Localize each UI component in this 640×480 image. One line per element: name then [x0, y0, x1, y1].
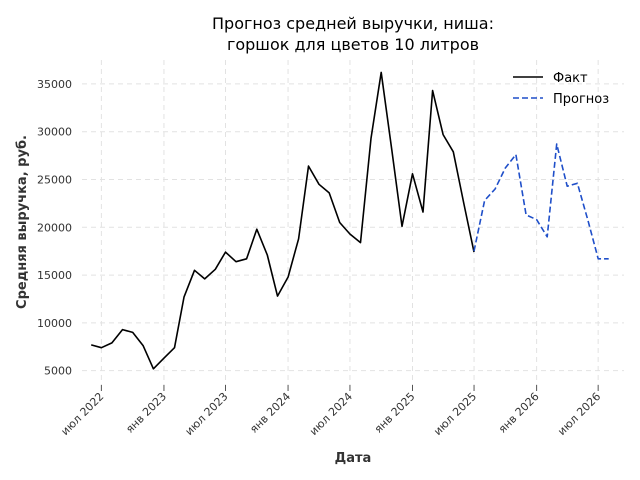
- x-axis-label: Дата: [335, 451, 372, 466]
- x-tick-label: янв 2025: [372, 390, 418, 436]
- x-axis-ticks: июл 2022 янв 2023 июл 2023 янв 2024 июл 2024…: [58, 385, 603, 438]
- series-line-forecast: [473, 143, 609, 260]
- x-tick-label: янв 2023: [123, 390, 169, 436]
- x-tick-label: июл 2022: [58, 390, 106, 438]
- legend-label-fact: Факт: [553, 71, 588, 86]
- y-tick-label: 15000: [37, 269, 72, 282]
- legend-label-forecast: Прогноз: [553, 92, 609, 107]
- series: [90, 71, 609, 370]
- x-tick-label: июл 2026: [555, 390, 603, 438]
- x-tick-label: июл 2025: [431, 390, 479, 438]
- y-tick-label: 20000: [37, 221, 72, 234]
- y-tick-label: 5000: [44, 365, 72, 378]
- x-tick-label: янв 2024: [247, 390, 293, 436]
- y-axis-label: Средняя выручка, руб.: [15, 135, 30, 309]
- x-tick-label: июл 2023: [183, 390, 231, 438]
- chart-title-line-2: горшок для цветов 10 литров: [227, 35, 479, 54]
- y-tick-label: 30000: [37, 126, 72, 139]
- series-line-fact: [90, 71, 475, 370]
- y-tick-label: 35000: [37, 78, 72, 91]
- y-tick-label: 10000: [37, 317, 72, 330]
- x-tick-label: янв 2026: [496, 390, 542, 436]
- x-tick-label: июл 2024: [307, 390, 355, 438]
- y-axis-ticks: 5000 10000 15000 20000 25000 30000 35000: [37, 78, 72, 378]
- y-tick-label: 25000: [37, 173, 72, 186]
- chart-title-line-1: Прогноз средней выручки, ниша:: [212, 14, 494, 33]
- grid: [82, 60, 624, 385]
- legend: Факт Прогноз: [513, 71, 609, 107]
